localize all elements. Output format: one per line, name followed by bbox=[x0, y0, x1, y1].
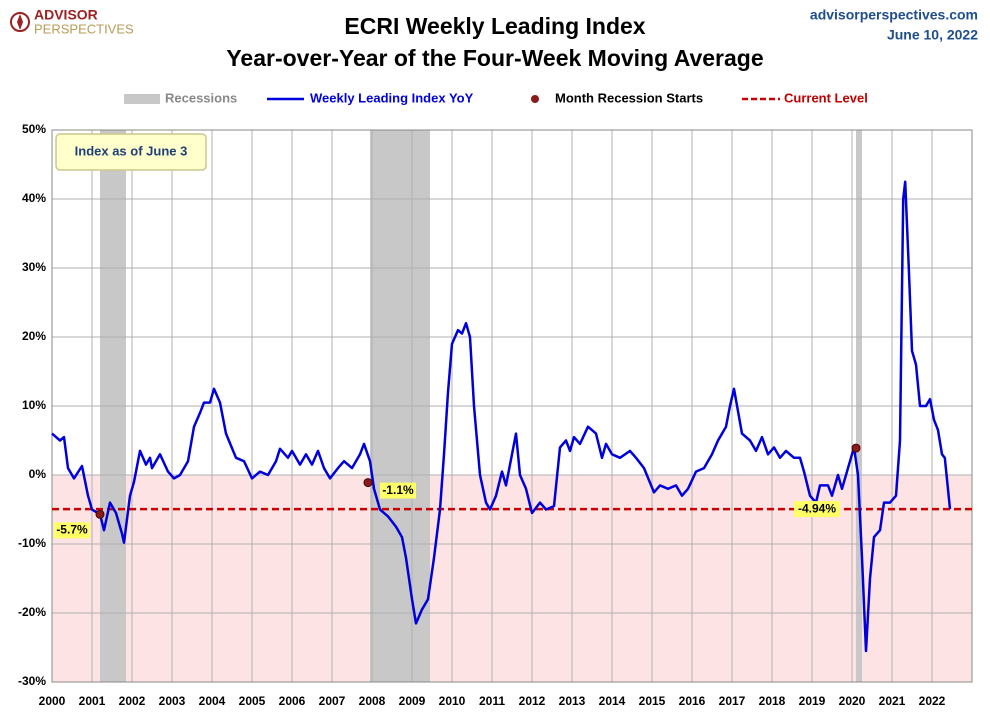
x-tick-label: 2014 bbox=[599, 694, 626, 708]
x-tick-label: 2008 bbox=[359, 694, 386, 708]
logo-text: ADVISOR bbox=[34, 7, 98, 23]
x-tick-label: 2013 bbox=[559, 694, 586, 708]
recession-start-marker bbox=[363, 478, 373, 488]
x-tick-label: 2020 bbox=[839, 694, 866, 708]
data-label: -5.7% bbox=[56, 523, 88, 537]
y-tick-label: 10% bbox=[22, 398, 46, 412]
legend-label: Month Recession Starts bbox=[555, 90, 703, 105]
x-tick-label: 2010 bbox=[439, 694, 466, 708]
x-tick-label: 2007 bbox=[319, 694, 346, 708]
x-tick-label: 2018 bbox=[759, 694, 786, 708]
source: advisorperspectives.com bbox=[810, 7, 978, 23]
label-background bbox=[380, 482, 416, 499]
y-tick-label: 40% bbox=[22, 191, 46, 205]
x-tick-label: 2004 bbox=[199, 694, 226, 708]
x-tick-label: 2016 bbox=[679, 694, 706, 708]
y-tick-label: 20% bbox=[22, 329, 46, 343]
chart-title: ECRI Weekly Leading Index bbox=[344, 13, 645, 39]
y-tick-label: 30% bbox=[22, 260, 46, 274]
x-tick-label: 2009 bbox=[399, 694, 426, 708]
y-tick-label: -30% bbox=[18, 674, 46, 688]
logo-text: PERSPECTIVES bbox=[34, 21, 134, 36]
x-tick-label: 2001 bbox=[79, 694, 106, 708]
legend-swatch bbox=[531, 95, 539, 103]
x-tick-label: 2019 bbox=[799, 694, 826, 708]
y-tick-label: -10% bbox=[18, 536, 46, 550]
y-tick-label: 50% bbox=[22, 122, 46, 136]
legend-label: Weekly Leading Index YoY bbox=[310, 90, 474, 105]
annotation-box bbox=[55, 133, 207, 171]
plot-border bbox=[51, 129, 973, 683]
logo: ADVISOR PERSPECTIVES bbox=[10, 7, 134, 36]
annotation: Index as of June 3 bbox=[75, 143, 188, 158]
x-tick-label: 2012 bbox=[519, 694, 546, 708]
x-tick-label: 2015 bbox=[639, 694, 666, 708]
x-tick-label: 2005 bbox=[239, 694, 266, 708]
data-label: -4.94% bbox=[798, 501, 836, 515]
x-tick-label: 2022 bbox=[919, 694, 946, 708]
legend-swatch bbox=[124, 94, 160, 104]
data-label: -1.1% bbox=[382, 483, 414, 497]
recession-start-marker bbox=[851, 443, 861, 453]
legend-label: Recessions bbox=[165, 90, 237, 105]
x-tick-label: 2003 bbox=[159, 694, 186, 708]
x-tick-label: 2006 bbox=[279, 694, 306, 708]
x-tick-label: 2021 bbox=[879, 694, 906, 708]
legend-label: Current Level bbox=[784, 90, 868, 105]
y-tick-label: -20% bbox=[18, 605, 46, 619]
data-line bbox=[51, 180, 952, 653]
logo-icon bbox=[10, 12, 30, 32]
x-tick-label: 2017 bbox=[719, 694, 746, 708]
x-tick-label: 2011 bbox=[479, 694, 505, 708]
label-background bbox=[794, 501, 840, 518]
x-tick-label: 2000 bbox=[39, 694, 66, 708]
x-tick-label: 2002 bbox=[119, 694, 146, 708]
chart-subtitle: Year-over-Year of the Four-Week Moving A… bbox=[226, 45, 763, 71]
date: June 10, 2022 bbox=[887, 27, 978, 43]
label-background bbox=[54, 522, 90, 539]
recession-start-marker bbox=[95, 509, 105, 519]
y-tick-label: 0% bbox=[29, 467, 47, 481]
logo-icon bbox=[17, 14, 23, 30]
